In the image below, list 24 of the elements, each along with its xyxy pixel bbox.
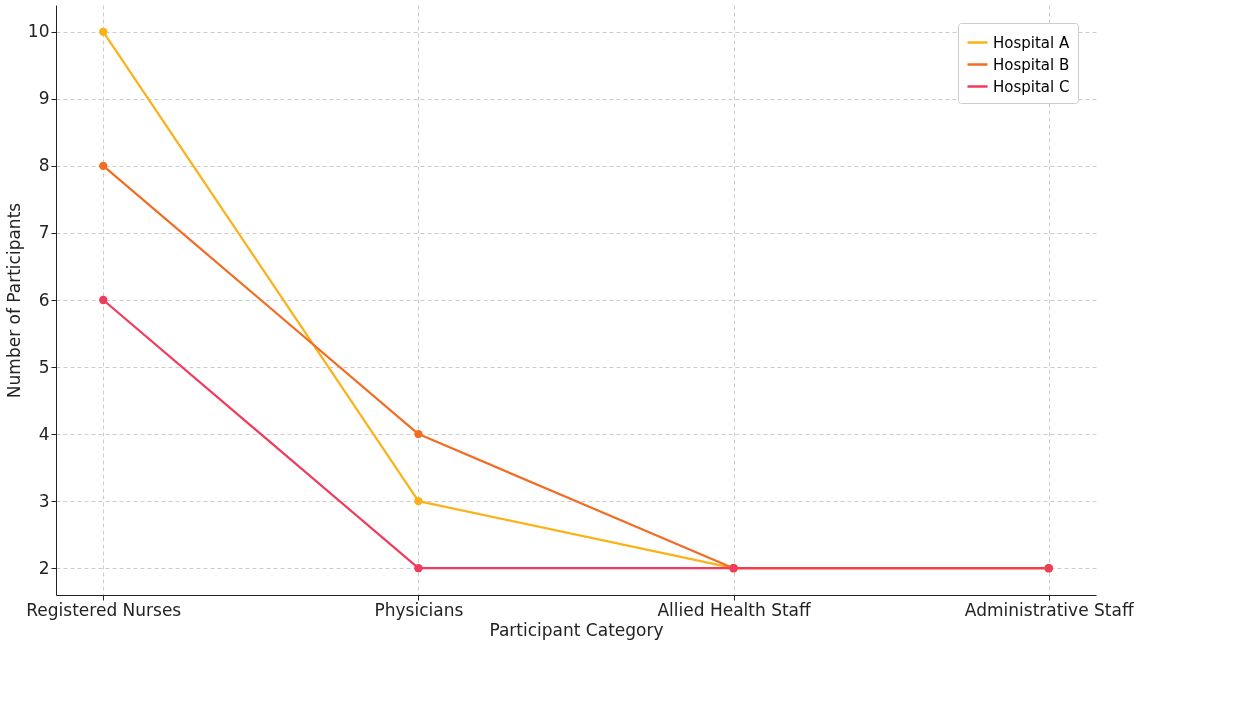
point [414,496,423,506]
y-tick-label: 2 [38,557,50,578]
y-tick-label: 4 [38,423,50,444]
y-tick-label: 5 [38,356,50,377]
x-tick-label: Registered Nurses [26,599,182,620]
y-tick-label: 8 [38,155,50,176]
y-tick-label: 3 [38,490,50,511]
point [99,161,108,171]
x-tick-label: Allied Health Staff [657,599,812,620]
point [99,27,108,36]
point [414,564,423,573]
legend-label: Hospital B [993,55,1070,74]
x-tick-label: Administrative Staff [964,599,1135,620]
y-tick-label: 9 [38,88,50,109]
x-axis-title: Participant Category [489,619,664,640]
legend-label: Hospital A [993,33,1070,52]
y-tick-label: 6 [38,289,50,310]
y-tick-label: 7 [38,222,50,243]
x-tick-label: Physicians [374,599,464,620]
point [414,429,423,439]
y-axis-title: Number of Participants [3,202,24,399]
y-tick-label: 10 [27,21,50,42]
legend-label: Hospital C [993,77,1070,96]
point [99,295,108,305]
